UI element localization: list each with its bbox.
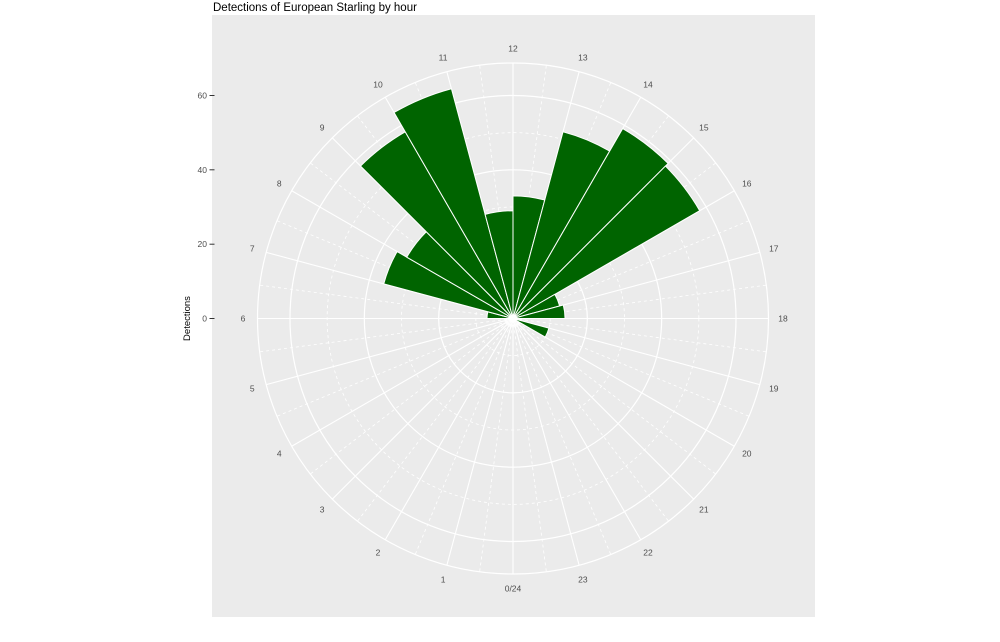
grid-line-halfhour-21 xyxy=(512,318,669,522)
grid-line-halfhour-20 xyxy=(512,318,716,475)
grid-line-halfhour-22 xyxy=(512,318,612,555)
hour-label-16: 16 xyxy=(742,179,752,189)
grid-line-hour-23 xyxy=(512,318,580,566)
grid-line-halfhour-6 xyxy=(259,284,514,319)
grid-line-halfhour-2 xyxy=(357,318,514,522)
hour-label-21: 21 xyxy=(699,504,709,514)
hour-label-10: 10 xyxy=(373,80,383,90)
hour-label-1: 1 xyxy=(441,574,446,584)
hour-label-11: 11 xyxy=(439,53,448,63)
grid-line-hour-22 xyxy=(512,318,642,541)
grid-line-halfhour-19 xyxy=(512,318,750,417)
bar-hour-14 xyxy=(512,128,669,319)
grid-line-halfhour-4 xyxy=(276,318,514,417)
hour-label-17: 17 xyxy=(769,244,779,254)
hour-label-12: 12 xyxy=(508,44,518,54)
r-tick-label-0: 0 xyxy=(202,314,207,324)
y-axis-title: Detections xyxy=(182,296,193,341)
r-tick-label-20: 20 xyxy=(198,239,208,249)
hour-label-7: 7 xyxy=(250,244,255,254)
grid-line-halfhour-3 xyxy=(310,318,514,475)
grid-line-hour-21 xyxy=(512,318,695,500)
hour-label-13: 13 xyxy=(578,53,588,63)
grid-line-hour-20 xyxy=(512,318,735,447)
hour-label-4: 4 xyxy=(277,449,282,459)
hour-label-19: 19 xyxy=(769,383,779,393)
bar-hour-10 xyxy=(393,88,514,319)
bar-hour-15 xyxy=(512,165,701,319)
grid-line-hour-19 xyxy=(512,317,760,386)
grid-line-halfhour-0 xyxy=(479,318,514,572)
grid-line-hour-3 xyxy=(331,318,514,500)
grid-line-hour-4 xyxy=(291,318,514,447)
hour-label-20: 20 xyxy=(742,449,752,459)
hour-label-8: 8 xyxy=(277,179,282,189)
grid-line-halfhour-5 xyxy=(259,318,514,353)
hour-label-18: 18 xyxy=(778,314,788,324)
hour-label-0: 0/24 xyxy=(505,584,522,594)
grid-line-hour-1 xyxy=(446,318,514,566)
chart-title: Detections of European Starling by hour xyxy=(213,2,417,14)
hour-label-9: 9 xyxy=(320,123,325,133)
bar-hour-17 xyxy=(512,304,566,319)
hour-label-5: 5 xyxy=(250,383,255,393)
hour-label-6: 6 xyxy=(241,314,246,324)
hour-label-15: 15 xyxy=(699,123,709,133)
hour-label-2: 2 xyxy=(376,547,381,557)
hour-label-3: 3 xyxy=(320,504,325,514)
r-tick-label-60: 60 xyxy=(198,91,208,101)
grid-line-halfhour-1 xyxy=(414,318,514,555)
bar-hour-7 xyxy=(383,251,514,319)
grid-line-hour-2 xyxy=(384,318,514,541)
grid-line-hour-5 xyxy=(266,317,514,386)
grid-line-halfhour-18 xyxy=(512,318,767,353)
bar-hour-19 xyxy=(512,318,550,338)
hour-label-23: 23 xyxy=(578,574,588,584)
r-tick-label-40: 40 xyxy=(198,165,208,175)
hour-label-22: 22 xyxy=(643,547,653,557)
hour-label-14: 14 xyxy=(643,80,653,90)
grid-line-halfhour-23 xyxy=(512,318,547,572)
